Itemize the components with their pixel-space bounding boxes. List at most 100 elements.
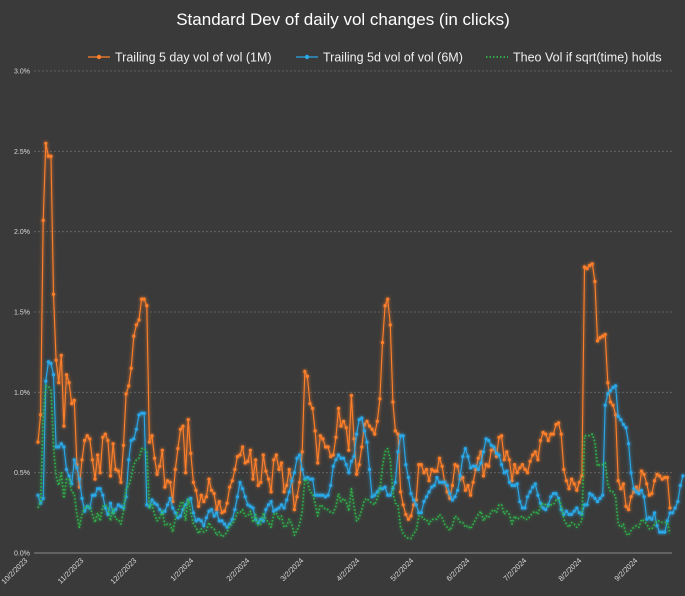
legend-label: Trailing 5 day vol of vol (1M) [115,51,272,65]
data-point [608,389,613,393]
data-point [160,511,164,515]
data-point [380,340,385,345]
data-point [235,495,239,499]
data-point [140,297,144,301]
data-point [90,458,94,462]
data-point [417,511,421,515]
data-point [46,360,51,364]
data-point [650,492,654,496]
data-point [528,490,532,494]
data-point [510,483,514,488]
data-point [474,464,478,468]
data-point [316,493,320,497]
data-point [303,369,307,373]
data-point [261,453,265,457]
data-point [601,493,605,497]
data-point [344,426,348,430]
data-point [564,479,569,483]
legend: Trailing 5 day vol of vol (1M) Trailing 5… [88,51,662,65]
data-point [427,479,431,483]
y-tick-label: 2.0% [14,229,30,236]
data-point [184,503,188,507]
data-point [450,498,454,502]
data-point [64,373,69,377]
data-point [238,480,242,484]
data-point [106,438,110,443]
data-point [544,508,548,512]
data-point [484,437,488,441]
data-point [541,506,545,510]
data-point [435,475,439,480]
data-point [432,469,436,473]
data-point [41,218,45,222]
data-point [590,262,594,266]
data-point [318,434,322,438]
data-point [531,485,535,489]
data-point [588,263,592,267]
data-point [308,477,312,481]
data-point [357,418,361,422]
data-point [494,451,499,455]
data-point [93,493,97,497]
data-point [212,492,216,496]
data-point [137,318,141,322]
data-point [67,474,71,478]
data-point [316,461,320,465]
data-point [614,384,618,388]
data-point [171,506,175,510]
series-layer [36,141,685,540]
data-point [127,384,131,388]
series-line [37,385,671,540]
data-point [357,463,361,467]
legend-marker [304,54,310,60]
data-point [523,467,527,472]
data-point [295,495,299,499]
data-point [370,427,374,431]
data-point [287,490,291,494]
data-point [487,464,491,468]
data-point [292,471,296,475]
data-point [375,490,379,494]
data-point [222,509,227,513]
data-point [251,477,255,481]
data-point [163,509,167,513]
data-point [538,501,543,505]
data-point [98,487,102,491]
data-point [437,456,442,460]
data-point [116,469,120,473]
data-point [132,437,136,441]
data-point [83,438,87,443]
data-point [471,480,475,484]
data-point [254,458,258,462]
data-point [329,483,333,488]
data-point [642,495,646,499]
data-point [344,463,348,467]
data-point [145,304,149,308]
data-point [422,471,426,475]
data-point [507,480,511,484]
data-point [668,506,672,510]
data-point [660,477,664,481]
data-point [147,440,151,444]
data-point [458,474,462,478]
data-point [51,373,56,377]
data-point [298,453,302,457]
data-point [44,379,48,383]
data-point [36,493,40,497]
data-point [658,530,662,534]
data-point [520,506,525,510]
data-point [54,358,58,362]
data-point [51,292,56,296]
data-point [660,530,664,534]
data-point [153,501,157,505]
data-point [570,512,574,517]
data-point [77,477,81,481]
data-point [261,519,265,523]
data-point [536,493,540,497]
data-point [401,434,405,438]
data-point [41,496,45,500]
data-point [608,400,613,404]
data-point [336,453,341,457]
data-point [476,456,480,460]
data-point [466,483,470,488]
